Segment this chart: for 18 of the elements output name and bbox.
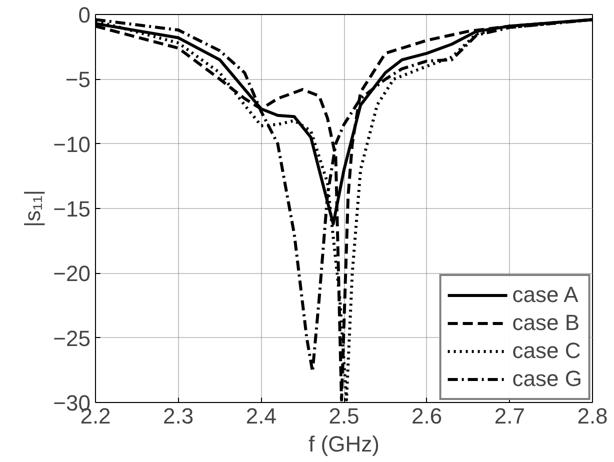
y-tick-label: −10 bbox=[53, 132, 91, 157]
y-tick-label: −20 bbox=[53, 261, 91, 286]
y-tick-label: −5 bbox=[65, 67, 91, 92]
y-axis-title: |s₁₁| bbox=[20, 190, 46, 228]
legend-label: case G bbox=[512, 366, 582, 392]
y-tick-label: 0 bbox=[78, 2, 91, 28]
x-tick-label: 2.4 bbox=[246, 404, 276, 428]
legend-label: case A bbox=[512, 282, 578, 308]
legend-label: case C bbox=[512, 338, 581, 364]
x-tick-label: 2.5 bbox=[328, 404, 360, 428]
y-tick-label: −25 bbox=[53, 326, 91, 351]
x-tick-label: 2.8 bbox=[577, 404, 608, 428]
x-tick-label: 2.7 bbox=[494, 404, 525, 428]
x-tick-label: 2.3 bbox=[163, 404, 194, 428]
x-axis-title: f (GHz) bbox=[308, 432, 380, 456]
x-tick-label: 2.6 bbox=[412, 404, 442, 428]
y-tick-label: −15 bbox=[53, 196, 91, 222]
legend-label: case B bbox=[512, 310, 580, 336]
